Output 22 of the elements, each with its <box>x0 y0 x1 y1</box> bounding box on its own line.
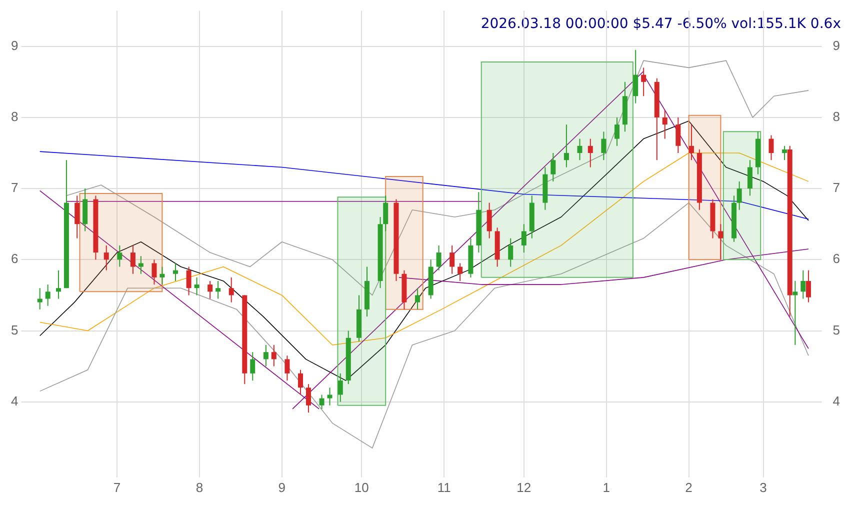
x-tick-label: 10 <box>354 480 369 495</box>
y-tick-label: 6 <box>10 251 18 266</box>
x-tick-label: 3 <box>760 480 767 495</box>
x-tick-label: 12 <box>516 480 532 495</box>
y-tick-label: 9 <box>10 38 18 53</box>
x-tick-label: 8 <box>196 480 204 495</box>
y2-tick-label: 7 <box>832 180 840 196</box>
x-tick-label: 1 <box>602 480 610 495</box>
y-tick-label: 4 <box>10 393 18 408</box>
x-tick-label: 11 <box>437 480 451 495</box>
y2-tick-label: 5 <box>832 322 840 338</box>
y-tick-label: 5 <box>10 322 18 338</box>
y2-tick-label: 9 <box>832 38 840 53</box>
y-tick-label: 8 <box>10 109 18 124</box>
y-tick-label: 7 <box>10 180 18 196</box>
x-tick-label: 2 <box>685 480 692 495</box>
y2-tick-label: 4 <box>832 393 840 408</box>
y2-tick-label: 8 <box>832 109 840 124</box>
y2-tick-label: 6 <box>832 251 840 266</box>
chart-title: 2026.03.18 00:00:00 $5.47 -6.50% vol:155.1K 0.6x <box>480 16 841 32</box>
x-tick-label: 9 <box>278 480 286 495</box>
x-tick-label: 7 <box>113 480 121 495</box>
